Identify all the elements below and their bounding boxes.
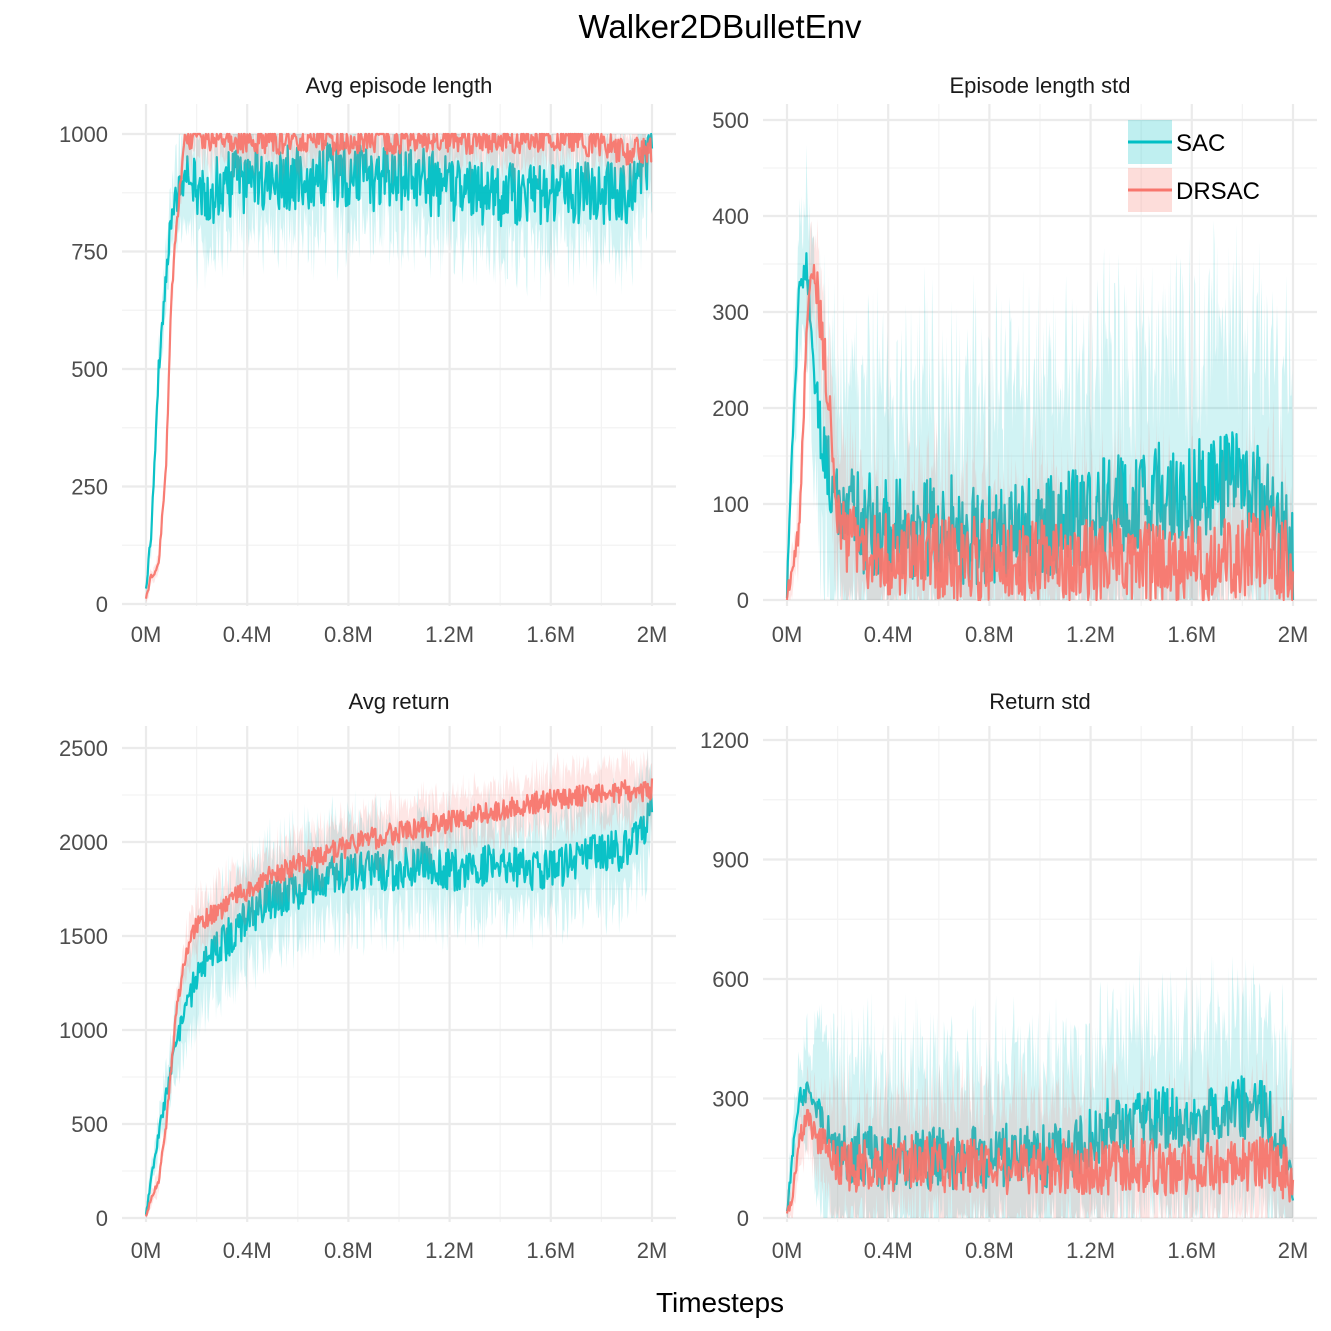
- y-tick-label: 900: [712, 848, 749, 873]
- y-tick-label: 500: [71, 357, 108, 382]
- x-tick-label: 0.8M: [324, 1238, 373, 1263]
- y-tick-label: 100: [712, 492, 749, 517]
- x-tick-label: 0.4M: [223, 1238, 272, 1263]
- x-tick-label: 1.2M: [1066, 1238, 1115, 1263]
- series-line-drsac: [144, 132, 653, 599]
- panel-title: Episode length std: [949, 73, 1130, 98]
- series-line-sac: [785, 252, 1295, 601]
- y-tick-label: 250: [71, 475, 108, 500]
- x-tick-label: 0.8M: [965, 622, 1014, 647]
- y-tick-label: 300: [712, 300, 749, 325]
- panel-title: Avg return: [348, 689, 449, 714]
- y-tick-label: 300: [712, 1087, 749, 1112]
- y-tick-label: 0: [737, 588, 749, 613]
- x-tick-label: 1.6M: [526, 1238, 575, 1263]
- legend-label-drsac: DRSAC: [1176, 178, 1260, 205]
- x-tick-label: 1.2M: [425, 1238, 474, 1263]
- x-tick-label: 2M: [1278, 1238, 1309, 1263]
- series-band-drsac: [146, 748, 652, 1218]
- y-tick-label: 1000: [59, 122, 108, 147]
- panel-episode-length-std: Episode length std 0M 0.4M 0.8M 1.2M 1.6M 2M 0 1…: [712, 73, 1317, 647]
- x-tick-label: 0.8M: [965, 1238, 1014, 1263]
- x-tick-label: 0.4M: [223, 622, 272, 647]
- x-tick-label: 0.8M: [324, 622, 373, 647]
- series-line-drsac: [144, 778, 654, 1217]
- y-tick-label: 1200: [700, 728, 749, 753]
- panel-return-std: Return std 0M 0.4M 0.8M 1.2M 1.6M 2M 0 300 600 900…: [700, 689, 1317, 1263]
- y-tick-label: 0: [96, 1206, 108, 1231]
- x-tick-label: 0M: [772, 622, 803, 647]
- x-tick-label: 0.4M: [864, 1238, 913, 1263]
- series-line-drsac: [785, 263, 1295, 602]
- x-tick-label: 0.4M: [864, 622, 913, 647]
- y-tick-label: 2000: [59, 830, 108, 855]
- panel-title: Return std: [989, 689, 1091, 714]
- y-tick-label: 600: [712, 967, 749, 992]
- legend-label-sac: SAC: [1176, 130, 1225, 157]
- panel-avg-episode-length: Avg episode length 0M 0.4M 0.8M 1.2M 1.6M 2M 0 2…: [59, 73, 676, 647]
- x-tick-label: 1.6M: [1167, 622, 1216, 647]
- y-tick-label: 750: [71, 240, 108, 265]
- y-tick-label: 1500: [59, 924, 108, 949]
- figure-title: Walker2DBulletEnv: [578, 8, 862, 45]
- y-tick-label: 2500: [59, 736, 108, 761]
- legend: SAC DRSAC: [1128, 120, 1260, 212]
- grid: [763, 726, 1317, 1222]
- x-tick-label: 2M: [1278, 622, 1309, 647]
- y-tick-label: 400: [712, 204, 749, 229]
- y-tick-label: 500: [71, 1112, 108, 1137]
- panel-title: Avg episode length: [306, 73, 493, 98]
- x-tick-label: 1.2M: [1066, 622, 1115, 647]
- x-tick-label: 1.2M: [425, 622, 474, 647]
- x-axis-label: Timesteps: [656, 1287, 784, 1318]
- series-line-sac: [144, 793, 654, 1215]
- x-tick-label: 2M: [637, 1238, 668, 1263]
- x-tick-label: 0M: [131, 622, 162, 647]
- x-tick-label: 1.6M: [1167, 1238, 1216, 1263]
- y-tick-label: 200: [712, 396, 749, 421]
- x-tick-label: 1.6M: [526, 622, 575, 647]
- series-band-drsac: [787, 1049, 1293, 1218]
- y-tick-label: 1000: [59, 1018, 108, 1043]
- series-band-sac: [146, 134, 652, 600]
- grid: [122, 726, 676, 1222]
- y-tick-label: 500: [712, 108, 749, 133]
- x-tick-label: 0M: [131, 1238, 162, 1263]
- series-line-drsac: [785, 1108, 1295, 1214]
- y-tick-label: 0: [737, 1206, 749, 1231]
- x-tick-label: 0M: [772, 1238, 803, 1263]
- x-tick-label: 2M: [637, 622, 668, 647]
- panel-avg-return: Avg return 0M 0.4M 0.8M 1.2M 1.6M 2M 0 500 1000 15…: [59, 689, 676, 1263]
- y-tick-label: 0: [96, 592, 108, 617]
